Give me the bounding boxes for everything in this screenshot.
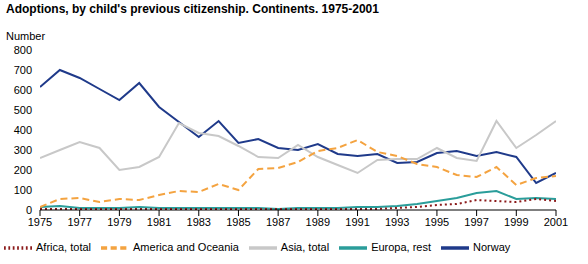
- html-text:America and Oceania: America and Oceania: [133, 240, 239, 253]
- svg-text:1993: 1993: [385, 216, 409, 228]
- html-text:Africa, total: Africa, total: [36, 240, 91, 253]
- html-text:Norway: Norway: [473, 240, 511, 253]
- html-text:Adoptions, by child's previous: Adoptions, by child's previous citizensh…: [6, 2, 379, 16]
- svg-text:1985: 1985: [226, 216, 250, 228]
- svg-text:2001: 2001: [544, 216, 568, 228]
- svg-text:1983: 1983: [187, 216, 211, 228]
- svg-text:1981: 1981: [147, 216, 171, 228]
- svg-text:400: 400: [14, 124, 32, 136]
- svg-text:100: 100: [14, 184, 32, 196]
- html-text:Number: Number: [6, 30, 46, 42]
- svg-text:700: 700: [14, 64, 32, 76]
- svg-text:1991: 1991: [345, 216, 369, 228]
- html-text:Europa, rest: Europa, rest: [371, 240, 431, 253]
- svg-text:1975: 1975: [28, 216, 52, 228]
- svg-text:500: 500: [14, 104, 32, 116]
- html-text:Asia, total: Asia, total: [280, 240, 330, 253]
- svg-text:800: 800: [14, 44, 32, 56]
- svg-text:0: 0: [26, 204, 32, 216]
- svg-text:1989: 1989: [306, 216, 330, 228]
- svg-text:1997: 1997: [464, 216, 488, 228]
- svg-text:600: 600: [14, 84, 32, 96]
- svg-text:300: 300: [14, 144, 32, 156]
- svg-text:1987: 1987: [266, 216, 290, 228]
- svg-text:1999: 1999: [504, 216, 528, 228]
- svg-text:1977: 1977: [67, 216, 91, 228]
- svg-text:1995: 1995: [425, 216, 449, 228]
- svg-text:1979: 1979: [107, 216, 131, 228]
- svg-text:200: 200: [14, 164, 32, 176]
